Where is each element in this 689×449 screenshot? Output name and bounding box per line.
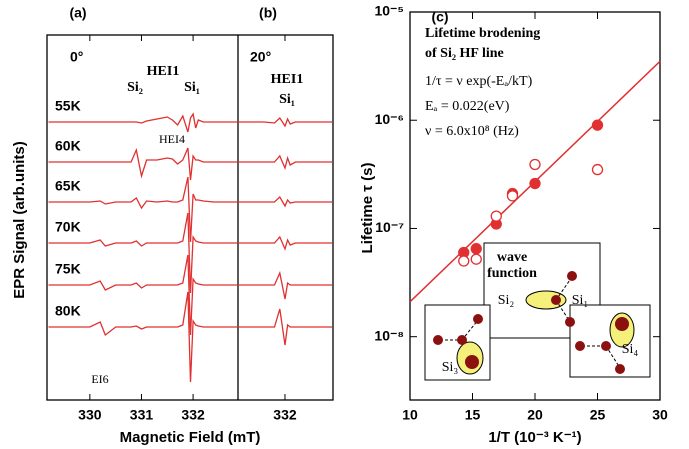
inset-label: Si₄ [622,342,639,357]
x-tick-label: 331 [130,407,154,423]
atom [433,335,443,345]
panel-label: (a) [69,5,86,21]
x-tick-label: 20 [527,407,543,423]
trace-label: 80K [55,303,81,319]
trace [48,112,237,133]
x-tick-label: 332 [273,407,297,423]
point [470,253,482,265]
inset-label: Si₃ [442,360,459,375]
point [529,158,541,171]
trace [48,291,237,383]
trace [48,147,237,181]
trace [238,308,332,346]
annotation: Si₂ [127,80,143,95]
point [470,243,482,255]
annotation: 20° [250,49,271,65]
point [591,119,604,131]
x-tick-label: 25 [590,407,606,423]
y-tick-label: 10⁻⁸ [374,327,404,343]
x-axis-label: 1/T (10⁻³ K⁻¹) [488,429,581,446]
trace [48,212,237,294]
x-tick-label: 332 [181,407,205,423]
trace-label: 70K [55,219,81,235]
annotation: Si₁ [279,92,295,107]
bond [461,319,479,341]
trace [238,195,332,208]
annotation: HEI1 [271,72,304,87]
insets [424,242,651,381]
y-axis-label: Lifetime τ (s) [359,163,376,254]
atom [473,314,483,324]
y-tick-label: 10⁻⁷ [375,219,404,235]
trace [48,254,237,336]
atom [615,317,629,331]
atom [551,295,561,305]
inset-label: Si₁ [572,293,589,308]
panel-label: (b) [259,5,277,21]
trace [238,235,332,251]
point [490,210,502,222]
atom [575,341,585,351]
point [458,255,470,267]
point [506,190,519,202]
trace-label: 60K [55,138,81,154]
y-tick-label: 10⁻⁵ [374,3,404,19]
point [529,177,541,190]
x-axis-label: Magnetic Field (mT) [120,429,261,446]
x-tick-label: 15 [465,407,481,423]
x-tick-label: 10 [402,407,418,423]
atom [615,364,625,374]
atom [565,317,575,327]
trace-label: 65K [55,178,81,194]
annotation: Lifetime brodening [425,26,540,41]
trace [238,116,332,128]
trace-label: 75K [55,261,81,277]
annotation: of Si₂ HF line [425,46,504,61]
atom [567,271,577,281]
x-tick-label: 30 [652,407,668,423]
annotation: 1/τ = ν exp(-Eₐ/kT) [425,74,533,89]
atom [465,355,479,369]
bond [605,345,621,369]
annotation: 0° [70,49,83,65]
inset-label: Si₂ [498,293,515,308]
inset-label: wave [497,250,527,265]
annotation: EI6 [91,372,108,386]
atom [601,341,611,351]
frame-ab [46,34,334,401]
y-axis-label: EPR Signal (arb.units) [11,141,28,299]
annotation: ν = 6.0x10⁸ (Hz) [425,124,519,139]
inset-box [569,304,651,378]
atom [457,335,467,345]
x-tick-label: 330 [78,407,102,423]
panel-label: (c) [431,9,448,25]
trace [238,270,332,300]
annotation: HEI4 [159,132,185,146]
point [591,163,604,176]
annotation: HEI1 [147,64,180,79]
y-tick-label: 10⁻⁶ [375,111,404,127]
annotation: Si₁ [184,80,200,95]
trace [48,176,237,243]
trace-label: 55K [55,98,81,114]
inset-label: function [487,266,537,281]
trace [238,154,332,170]
annotation: Eₐ = 0.022(eV) [425,99,510,114]
